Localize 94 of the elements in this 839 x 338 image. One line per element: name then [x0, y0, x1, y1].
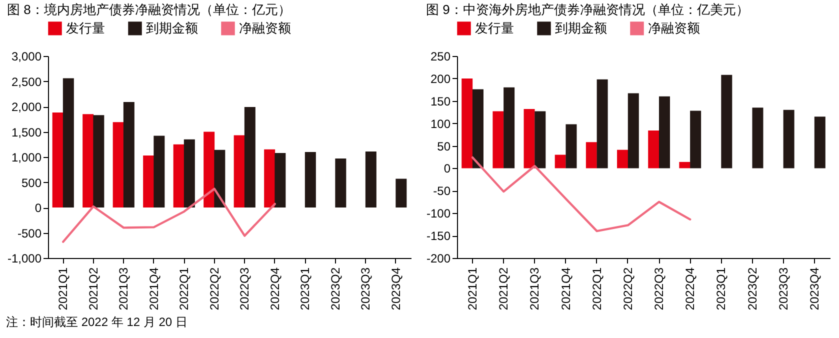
- y-tick-label: 3,000: [11, 50, 42, 64]
- bar: [234, 135, 245, 208]
- bar: [616, 150, 628, 168]
- y-tick-label: 150: [430, 94, 450, 108]
- x-tick-label: 2022Q4: [268, 267, 282, 310]
- bar: [678, 162, 690, 168]
- legend-label: 净融资额: [648, 20, 700, 36]
- y-tick-label: 50: [436, 139, 450, 154]
- y-tick-label: -50: [432, 184, 450, 198]
- x-tick-label: 2021Q4: [146, 267, 161, 310]
- y-tick-label: -500: [17, 226, 42, 240]
- bar: [752, 108, 763, 168]
- x-tick-label: 2021Q4: [558, 267, 572, 310]
- bar: [814, 116, 825, 168]
- x-tick-label: 2023Q3: [776, 267, 790, 310]
- x-tick-label: 2023Q3: [358, 267, 373, 310]
- y-tick-label: 1,000: [11, 150, 42, 164]
- bar: [658, 96, 670, 168]
- bar: [720, 74, 732, 168]
- bar: [62, 78, 74, 208]
- bar: [472, 89, 483, 168]
- bar: [523, 108, 534, 168]
- bar: [461, 78, 472, 168]
- bar: [585, 142, 596, 168]
- x-tick-label: 2021Q1: [465, 267, 480, 310]
- legend-label: 到期金额: [146, 20, 198, 36]
- bar: [52, 112, 64, 208]
- bar: [93, 115, 104, 208]
- y-tick-label: 0: [34, 201, 42, 215]
- y-tick-label: 500: [21, 176, 42, 190]
- bar: [596, 79, 608, 168]
- legend-label: 发行量: [474, 20, 514, 36]
- y-tick-label: -200: [426, 252, 450, 266]
- bar: [204, 132, 215, 208]
- bar: [123, 102, 134, 208]
- x-tick-label: 2023Q4: [388, 267, 403, 310]
- x-tick-label: 2022Q3: [238, 267, 252, 310]
- bar: [173, 144, 184, 208]
- x-tick-label: 2023Q1: [714, 267, 728, 310]
- x-tick-label: 2022Q3: [652, 267, 666, 310]
- legend-label: 净融资额: [239, 20, 291, 36]
- x-tick-label: 2023Q2: [328, 267, 342, 310]
- bar: [143, 155, 154, 208]
- line-series: [470, 156, 691, 232]
- chart-title: 图 8：境内房地产债券净融资情况（单位：亿元）: [6, 2, 291, 17]
- legend-label: 发行量: [66, 20, 105, 36]
- x-tick-label: 2021Q3: [116, 267, 131, 310]
- bar: [365, 151, 376, 208]
- bar: [648, 130, 659, 168]
- x-tick-label: 2022Q4: [682, 267, 697, 310]
- x-tick-label: 2022Q1: [177, 267, 192, 310]
- bar: [304, 152, 316, 208]
- bar: [554, 154, 566, 168]
- x-tick-label: 2021Q2: [86, 267, 100, 310]
- line-series: [62, 188, 276, 243]
- x-tick-label: 2022Q2: [207, 267, 222, 310]
- bar: [82, 114, 94, 208]
- bar: [627, 93, 638, 168]
- x-tick-label: 2021Q1: [56, 267, 70, 310]
- bar: [503, 87, 514, 168]
- bar: [534, 111, 546, 168]
- x-tick-label: 2021Q2: [496, 267, 510, 310]
- bar: [112, 122, 124, 208]
- bar: [492, 111, 504, 168]
- x-tick-label: 2023Q2: [744, 267, 759, 310]
- bar: [782, 110, 794, 168]
- bar: [274, 152, 286, 208]
- bar: [154, 136, 165, 208]
- y-tick-label: 200: [430, 72, 450, 86]
- bar: [244, 107, 256, 208]
- x-tick-label: 2022Q1: [589, 267, 604, 310]
- x-tick-label: 2021Q3: [527, 267, 542, 310]
- bar: [396, 178, 407, 208]
- bar: [184, 139, 195, 208]
- y-tick-label: 1,500: [11, 125, 42, 140]
- bar: [565, 124, 576, 168]
- x-tick-label: 2022Q2: [620, 267, 634, 310]
- x-tick-label: 2023Q4: [806, 267, 821, 310]
- y-tick-label: 250: [430, 50, 450, 64]
- bar: [214, 150, 226, 208]
- y-tick-label: 100: [430, 116, 450, 131]
- bar: [690, 110, 701, 168]
- y-tick-label: 0: [443, 162, 450, 176]
- x-tick-label: 2023Q1: [298, 267, 312, 310]
- chart-title: 图 9：中资海外房地产债券净融资情况（单位：亿美元）: [425, 2, 748, 17]
- bar: [335, 158, 346, 208]
- y-tick-label: -150: [426, 229, 450, 244]
- y-tick-label: -1,000: [7, 252, 42, 266]
- legend-label: 到期金额: [554, 20, 606, 36]
- bar: [264, 149, 276, 208]
- text: 注：时间截至 2022 年 12 月 20 日: [6, 314, 188, 331]
- y-tick-label: 2,500: [11, 74, 42, 89]
- y-tick-label: 2,000: [11, 100, 42, 114]
- y-tick-label: -100: [426, 206, 450, 221]
